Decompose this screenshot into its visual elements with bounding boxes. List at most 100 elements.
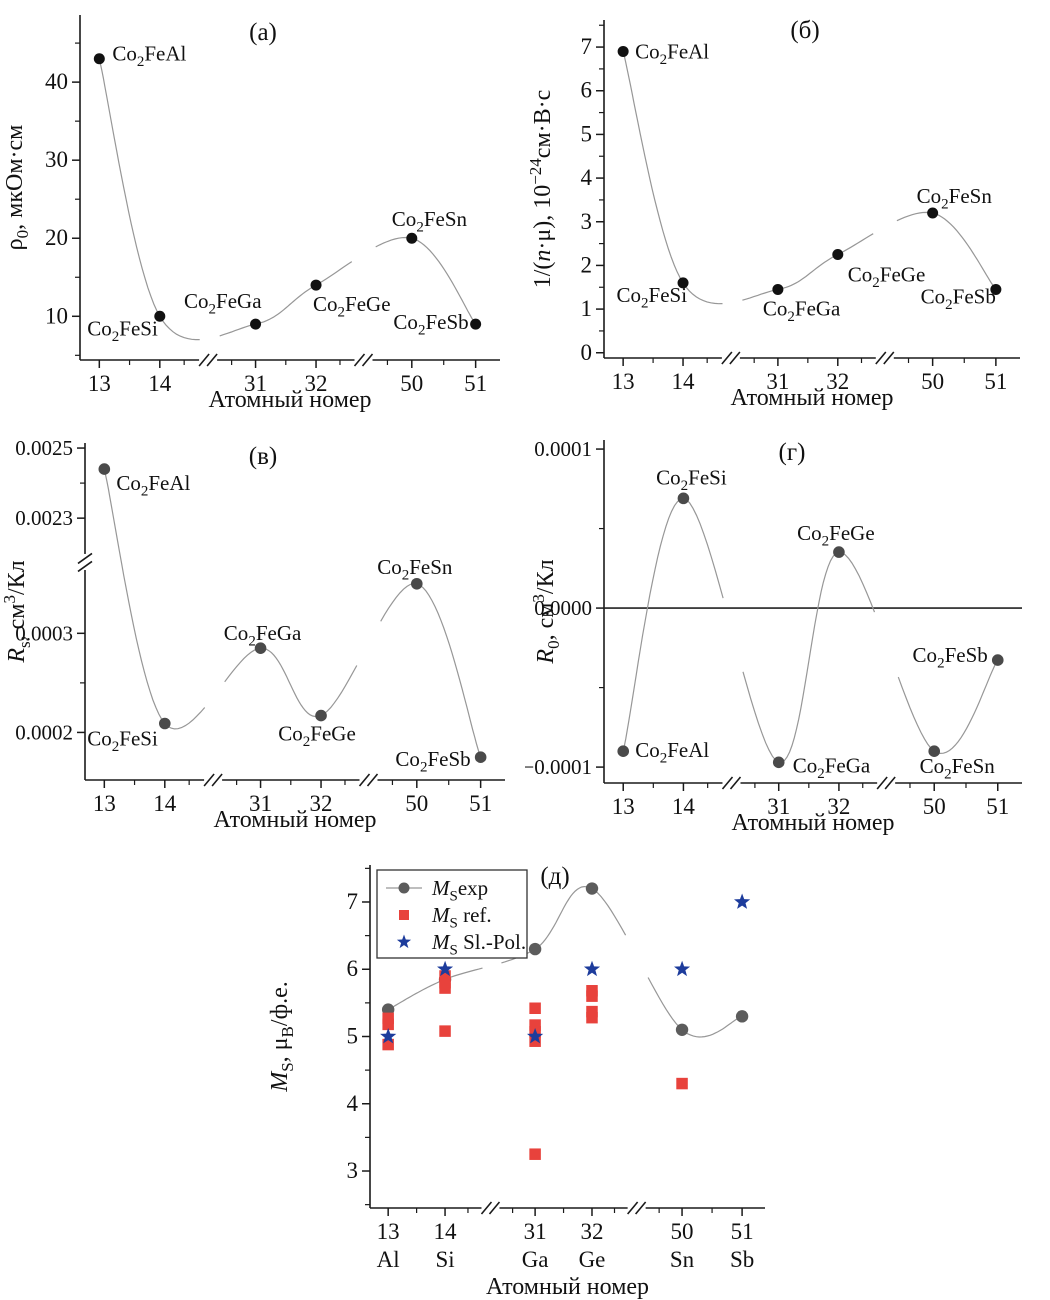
svg-text:50: 50 — [400, 371, 423, 396]
svg-text:0.0023: 0.0023 — [15, 506, 73, 530]
svg-text:Co2FeGa: Co2FeGa — [184, 289, 262, 318]
svg-text:Co2FeSb: Co2FeSb — [395, 747, 470, 776]
svg-text:3: 3 — [347, 1158, 359, 1183]
svg-text:Co2FeAl: Co2FeAl — [635, 39, 709, 68]
svg-text:Sb: Sb — [730, 1247, 754, 1272]
svg-text:Атомный номер: Атомный номер — [208, 387, 371, 413]
svg-text:51: 51 — [984, 369, 1007, 394]
svg-text:10: 10 — [45, 303, 68, 328]
svg-text:Co2FeGa: Co2FeGa — [793, 753, 871, 782]
svg-text:MS, μB/ф.е.: MS, μB/ф.е. — [267, 981, 297, 1093]
svg-text:Атомный номер: Атомный номер — [730, 385, 893, 411]
panel-g-chart: 13 14 31 32 50 51 0.0001 0.0000 −0.0001 Атомный н… — [525, 437, 1022, 836]
svg-text:Co2FeSn: Co2FeSn — [917, 184, 993, 213]
svg-text:Co2FeSb: Co2FeSb — [913, 643, 988, 672]
svg-text:0: 0 — [581, 340, 593, 365]
svg-text:Co2FeAl: Co2FeAl — [112, 42, 186, 70]
svg-text:14: 14 — [672, 794, 696, 819]
panel-b: 13 14 31 32 50 51 0 1 2 3 4 5 6 7 Атомный номер 1/(n·μ)… — [525, 0, 1050, 420]
svg-text:13: 13 — [93, 791, 116, 816]
svg-text:32: 32 — [580, 1219, 603, 1244]
panel-v-chart: 13 14 31 32 50 51 0.0002 0.0003 0.0023 0.0025 Атом… — [0, 436, 505, 833]
svg-text:Co2FeSi: Co2FeSi — [87, 727, 158, 756]
svg-text:1/(n·μ), 10−24см·В·с: 1/(n·μ), 10−24см·В·с — [526, 90, 556, 289]
svg-text:32: 32 — [305, 371, 328, 396]
svg-text:MSexp: MSexp — [431, 876, 488, 905]
svg-text:51: 51 — [731, 1219, 754, 1244]
svg-text:(в): (в) — [249, 443, 277, 470]
svg-text:31: 31 — [766, 369, 789, 394]
svg-text:32: 32 — [310, 791, 333, 816]
svg-text:5: 5 — [581, 121, 593, 146]
svg-text:2: 2 — [581, 252, 593, 277]
svg-text:7: 7 — [581, 34, 593, 59]
svg-text:51: 51 — [986, 794, 1009, 819]
svg-text:13: 13 — [612, 794, 635, 819]
svg-text:31: 31 — [249, 791, 272, 816]
panel-a: 13 14 31 32 50 51 10 20 30 40 Атомный номер ρ0, мкО… — [0, 0, 525, 420]
svg-text:7: 7 — [347, 889, 359, 914]
panel-a-chart: 13 14 31 32 50 51 10 20 30 40 Атомный номер ρ0, мкО… — [2, 15, 500, 413]
svg-text:Al: Al — [377, 1247, 400, 1272]
svg-text:Атомный номер: Атомный номер — [213, 807, 376, 833]
svg-text:31: 31 — [524, 1219, 547, 1244]
svg-text:Co2FeGe: Co2FeGe — [313, 292, 391, 321]
svg-text:Co2FeSi: Co2FeSi — [656, 465, 727, 494]
svg-text:4: 4 — [581, 165, 593, 190]
svg-text:MS ref.: MS ref. — [431, 903, 492, 932]
svg-text:Co2FeAl: Co2FeAl — [116, 471, 190, 500]
svg-text:Co2FeAl: Co2FeAl — [635, 738, 709, 767]
svg-text:1: 1 — [581, 296, 593, 321]
svg-text:0.0003: 0.0003 — [15, 621, 73, 645]
svg-text:−0.0001: −0.0001 — [525, 755, 592, 779]
svg-text:0.0000: 0.0000 — [534, 596, 592, 620]
svg-text:0.0002: 0.0002 — [15, 720, 73, 744]
svg-text:Co2FeSb: Co2FeSb — [393, 310, 468, 339]
svg-text:Co2FeGe: Co2FeGe — [278, 722, 356, 751]
svg-text:Co2FeGe: Co2FeGe — [848, 263, 926, 292]
svg-text:32: 32 — [826, 369, 849, 394]
svg-text:Co2FeSb: Co2FeSb — [921, 284, 996, 313]
svg-text:6: 6 — [347, 956, 359, 981]
svg-text:13: 13 — [88, 371, 111, 396]
svg-text:Sn: Sn — [670, 1247, 695, 1272]
panel-v: 13 14 31 32 50 51 0.0002 0.0003 0.0023 0.0025 Атом… — [0, 420, 525, 855]
svg-text:Co2FeGa: Co2FeGa — [224, 621, 302, 650]
panel-b-chart: 13 14 31 32 50 51 0 1 2 3 4 5 6 7 Атомный номер 1/(n·μ)… — [526, 17, 1020, 411]
svg-text:51: 51 — [464, 371, 487, 396]
svg-text:14: 14 — [148, 371, 172, 396]
svg-text:Co2FeSn: Co2FeSn — [377, 555, 453, 584]
svg-text:5: 5 — [347, 1024, 359, 1049]
svg-text:0.0025: 0.0025 — [15, 436, 73, 460]
svg-text:Co2FeSi: Co2FeSi — [617, 283, 688, 312]
svg-text:50: 50 — [921, 369, 944, 394]
svg-text:50: 50 — [923, 794, 946, 819]
svg-text:(д): (д) — [540, 863, 569, 890]
svg-text:Атомный номер: Атомный номер — [731, 810, 894, 836]
svg-text:Si: Si — [435, 1247, 454, 1272]
svg-text:Co2FeSn: Co2FeSn — [392, 207, 468, 236]
svg-text:30: 30 — [45, 147, 68, 172]
svg-text:13: 13 — [377, 1219, 400, 1244]
svg-text:6: 6 — [581, 78, 593, 103]
svg-text:Co2FeSn: Co2FeSn — [920, 754, 996, 783]
svg-text:14: 14 — [672, 369, 696, 394]
svg-text:MS Sl.-Pol.: MS Sl.-Pol. — [431, 930, 526, 959]
svg-text:40: 40 — [45, 69, 68, 94]
svg-text:(а): (а) — [249, 19, 277, 46]
svg-text:4: 4 — [347, 1091, 359, 1116]
panel-d-chart: 13 Al 14 Si 31 Ga 32 Ge 50 Sn 51 Sb 3 4 5 6 7 Атомный ном… — [267, 863, 765, 1300]
panel-g: 13 14 31 32 50 51 0.0001 0.0000 −0.0001 Атомный н… — [525, 420, 1050, 855]
svg-text:51: 51 — [469, 791, 492, 816]
panel-d: 13 Al 14 Si 31 Ga 32 Ge 50 Sn 51 Sb 3 4 5 6 7 Атомный ном… — [240, 850, 860, 1300]
svg-text:R0, см3/Кл: R0, см3/Кл — [529, 559, 563, 664]
svg-text:Co2FeGa: Co2FeGa — [763, 296, 841, 325]
svg-text:ρ0, мкОм·см: ρ0, мкОм·см — [2, 125, 32, 251]
svg-text:31: 31 — [244, 371, 267, 396]
svg-text:(б): (б) — [790, 17, 819, 44]
svg-text:Co2FeGe: Co2FeGe — [797, 521, 875, 549]
svg-text:50: 50 — [671, 1219, 694, 1244]
svg-text:20: 20 — [45, 225, 68, 250]
svg-text:Атомный номер: Атомный номер — [486, 1274, 649, 1300]
